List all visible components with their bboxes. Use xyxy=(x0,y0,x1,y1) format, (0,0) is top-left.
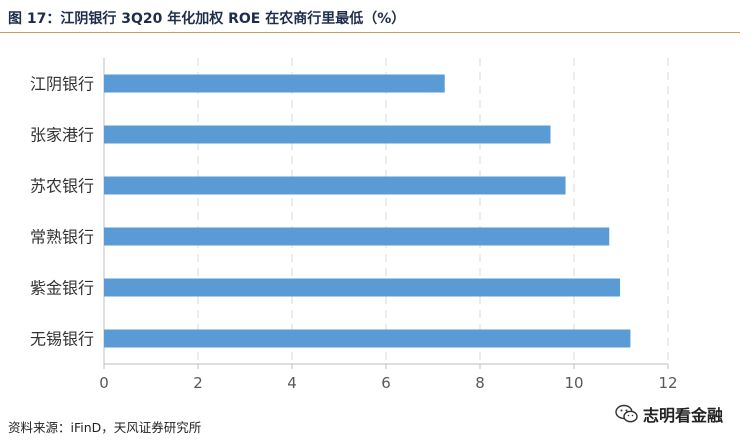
category-label: 江阴银行 xyxy=(30,75,94,94)
bar xyxy=(104,176,566,195)
title-divider xyxy=(0,32,740,33)
x-tick-label: 2 xyxy=(193,374,203,392)
bar xyxy=(104,227,610,246)
x-tick-label: 10 xyxy=(564,374,583,392)
x-tick-label: 0 xyxy=(99,374,109,392)
category-label: 张家港行 xyxy=(30,126,94,145)
bar xyxy=(104,125,551,144)
category-label: 常熟银行 xyxy=(30,228,94,247)
category-label: 紫金银行 xyxy=(30,279,94,298)
watermark-text: 志明看金融 xyxy=(643,406,724,425)
watermark: 志明看金融 xyxy=(615,402,723,426)
figure-title: 图 17：江阴银行 3Q20 年化加权 ROE 在农商行里最低（%） xyxy=(8,11,406,27)
category-label: 苏农银行 xyxy=(30,177,94,196)
bar xyxy=(104,278,621,297)
wechat-icon xyxy=(615,404,638,423)
x-tick-label: 6 xyxy=(381,374,391,392)
x-tick-label: 8 xyxy=(475,374,485,392)
bar xyxy=(104,74,445,93)
category-label: 无锡银行 xyxy=(30,330,94,349)
source-note: 资料来源：iFinD，天风证券研究所 xyxy=(8,420,202,435)
x-tick-label: 12 xyxy=(658,374,677,392)
bar xyxy=(104,329,631,348)
x-tick-label: 4 xyxy=(287,374,297,392)
